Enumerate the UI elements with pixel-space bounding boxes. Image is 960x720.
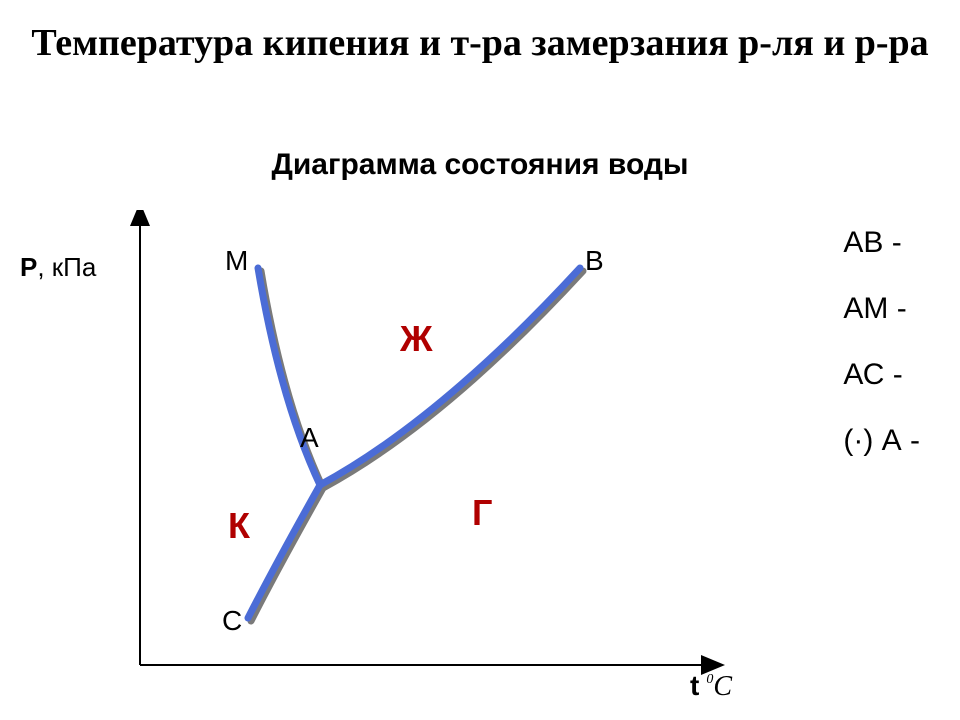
phase-diagram <box>110 210 730 690</box>
curve-am-shadow <box>261 271 323 488</box>
region-gas: Г <box>472 492 492 534</box>
curve-ac-shadow <box>251 488 323 621</box>
legend-item-ab: АВ - <box>843 210 920 276</box>
point-label-b: В <box>585 245 604 277</box>
legend: АВ - АМ - АС - (·) А - <box>843 210 920 474</box>
legend-item-am: АМ - <box>843 276 920 342</box>
legend-item-ac: АС - <box>843 342 920 408</box>
region-liquid: Ж <box>400 318 433 360</box>
slide-subtitle: Диаграмма состояния воды <box>0 148 960 182</box>
point-label-a: А <box>300 422 319 454</box>
legend-item-a: (·) А - <box>843 408 920 474</box>
y-axis-label: Р, кПа <box>20 252 96 283</box>
curve-ab <box>320 268 580 485</box>
slide-title: Температура кипения и т-ра замерзания р-… <box>0 22 960 66</box>
region-solid: К <box>228 505 250 547</box>
slide: Температура кипения и т-ра замерзания р-… <box>0 0 960 720</box>
point-label-c: С <box>222 605 242 637</box>
curve-ac <box>248 485 320 618</box>
point-label-m: М <box>225 245 248 277</box>
